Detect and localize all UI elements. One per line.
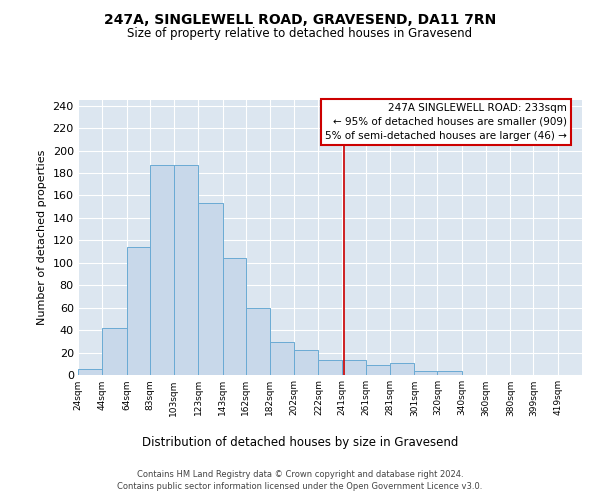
Text: Distribution of detached houses by size in Gravesend: Distribution of detached houses by size … <box>142 436 458 449</box>
Bar <box>294 350 319 375</box>
Bar <box>102 328 127 375</box>
Bar <box>149 165 174 375</box>
Bar <box>127 247 149 375</box>
Bar <box>223 258 245 375</box>
Bar <box>319 360 341 375</box>
Bar <box>341 360 366 375</box>
Text: Contains HM Land Registry data © Crown copyright and database right 2024.: Contains HM Land Registry data © Crown c… <box>137 470 463 479</box>
Text: Size of property relative to detached houses in Gravesend: Size of property relative to detached ho… <box>127 28 473 40</box>
Text: 247A, SINGLEWELL ROAD, GRAVESEND, DA11 7RN: 247A, SINGLEWELL ROAD, GRAVESEND, DA11 7… <box>104 12 496 26</box>
Bar <box>270 342 294 375</box>
Bar <box>437 370 462 375</box>
Text: 247A SINGLEWELL ROAD: 233sqm
← 95% of detached houses are smaller (909)
5% of se: 247A SINGLEWELL ROAD: 233sqm ← 95% of de… <box>325 103 567 141</box>
Bar <box>174 165 198 375</box>
Bar <box>415 370 437 375</box>
Y-axis label: Number of detached properties: Number of detached properties <box>37 150 47 325</box>
Text: Contains public sector information licensed under the Open Government Licence v3: Contains public sector information licen… <box>118 482 482 491</box>
Bar <box>245 308 270 375</box>
Bar <box>198 204 223 375</box>
Bar <box>390 362 415 375</box>
Bar <box>78 370 102 375</box>
Bar <box>366 365 390 375</box>
